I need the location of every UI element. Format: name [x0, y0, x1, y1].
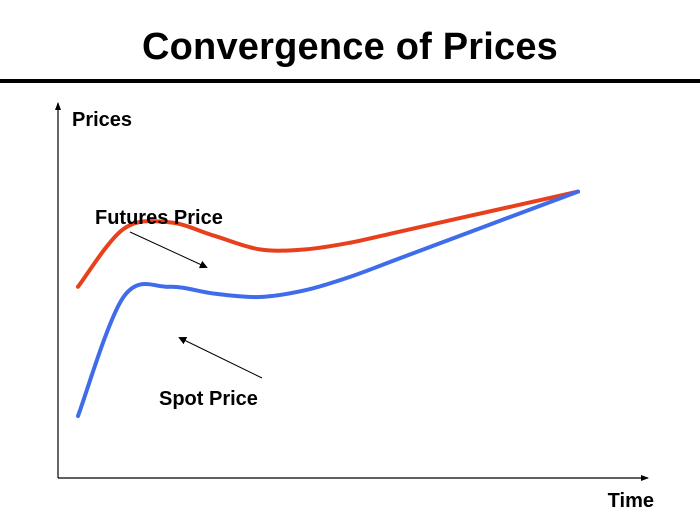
y-axis-label: Prices: [72, 109, 132, 131]
x-axis-label: Time: [608, 490, 654, 512]
spot-price-line: [76, 189, 580, 418]
futures-price-line: [76, 189, 580, 289]
spot-price-pointer: [178, 337, 263, 379]
futures-price-pointer: [129, 231, 208, 269]
title-divider: [0, 79, 700, 83]
spot-price-annotation: Spot Price: [159, 388, 258, 410]
page-title: Convergence of Prices: [141, 26, 559, 68]
futures-price-annotation: Futures Price: [95, 207, 223, 229]
